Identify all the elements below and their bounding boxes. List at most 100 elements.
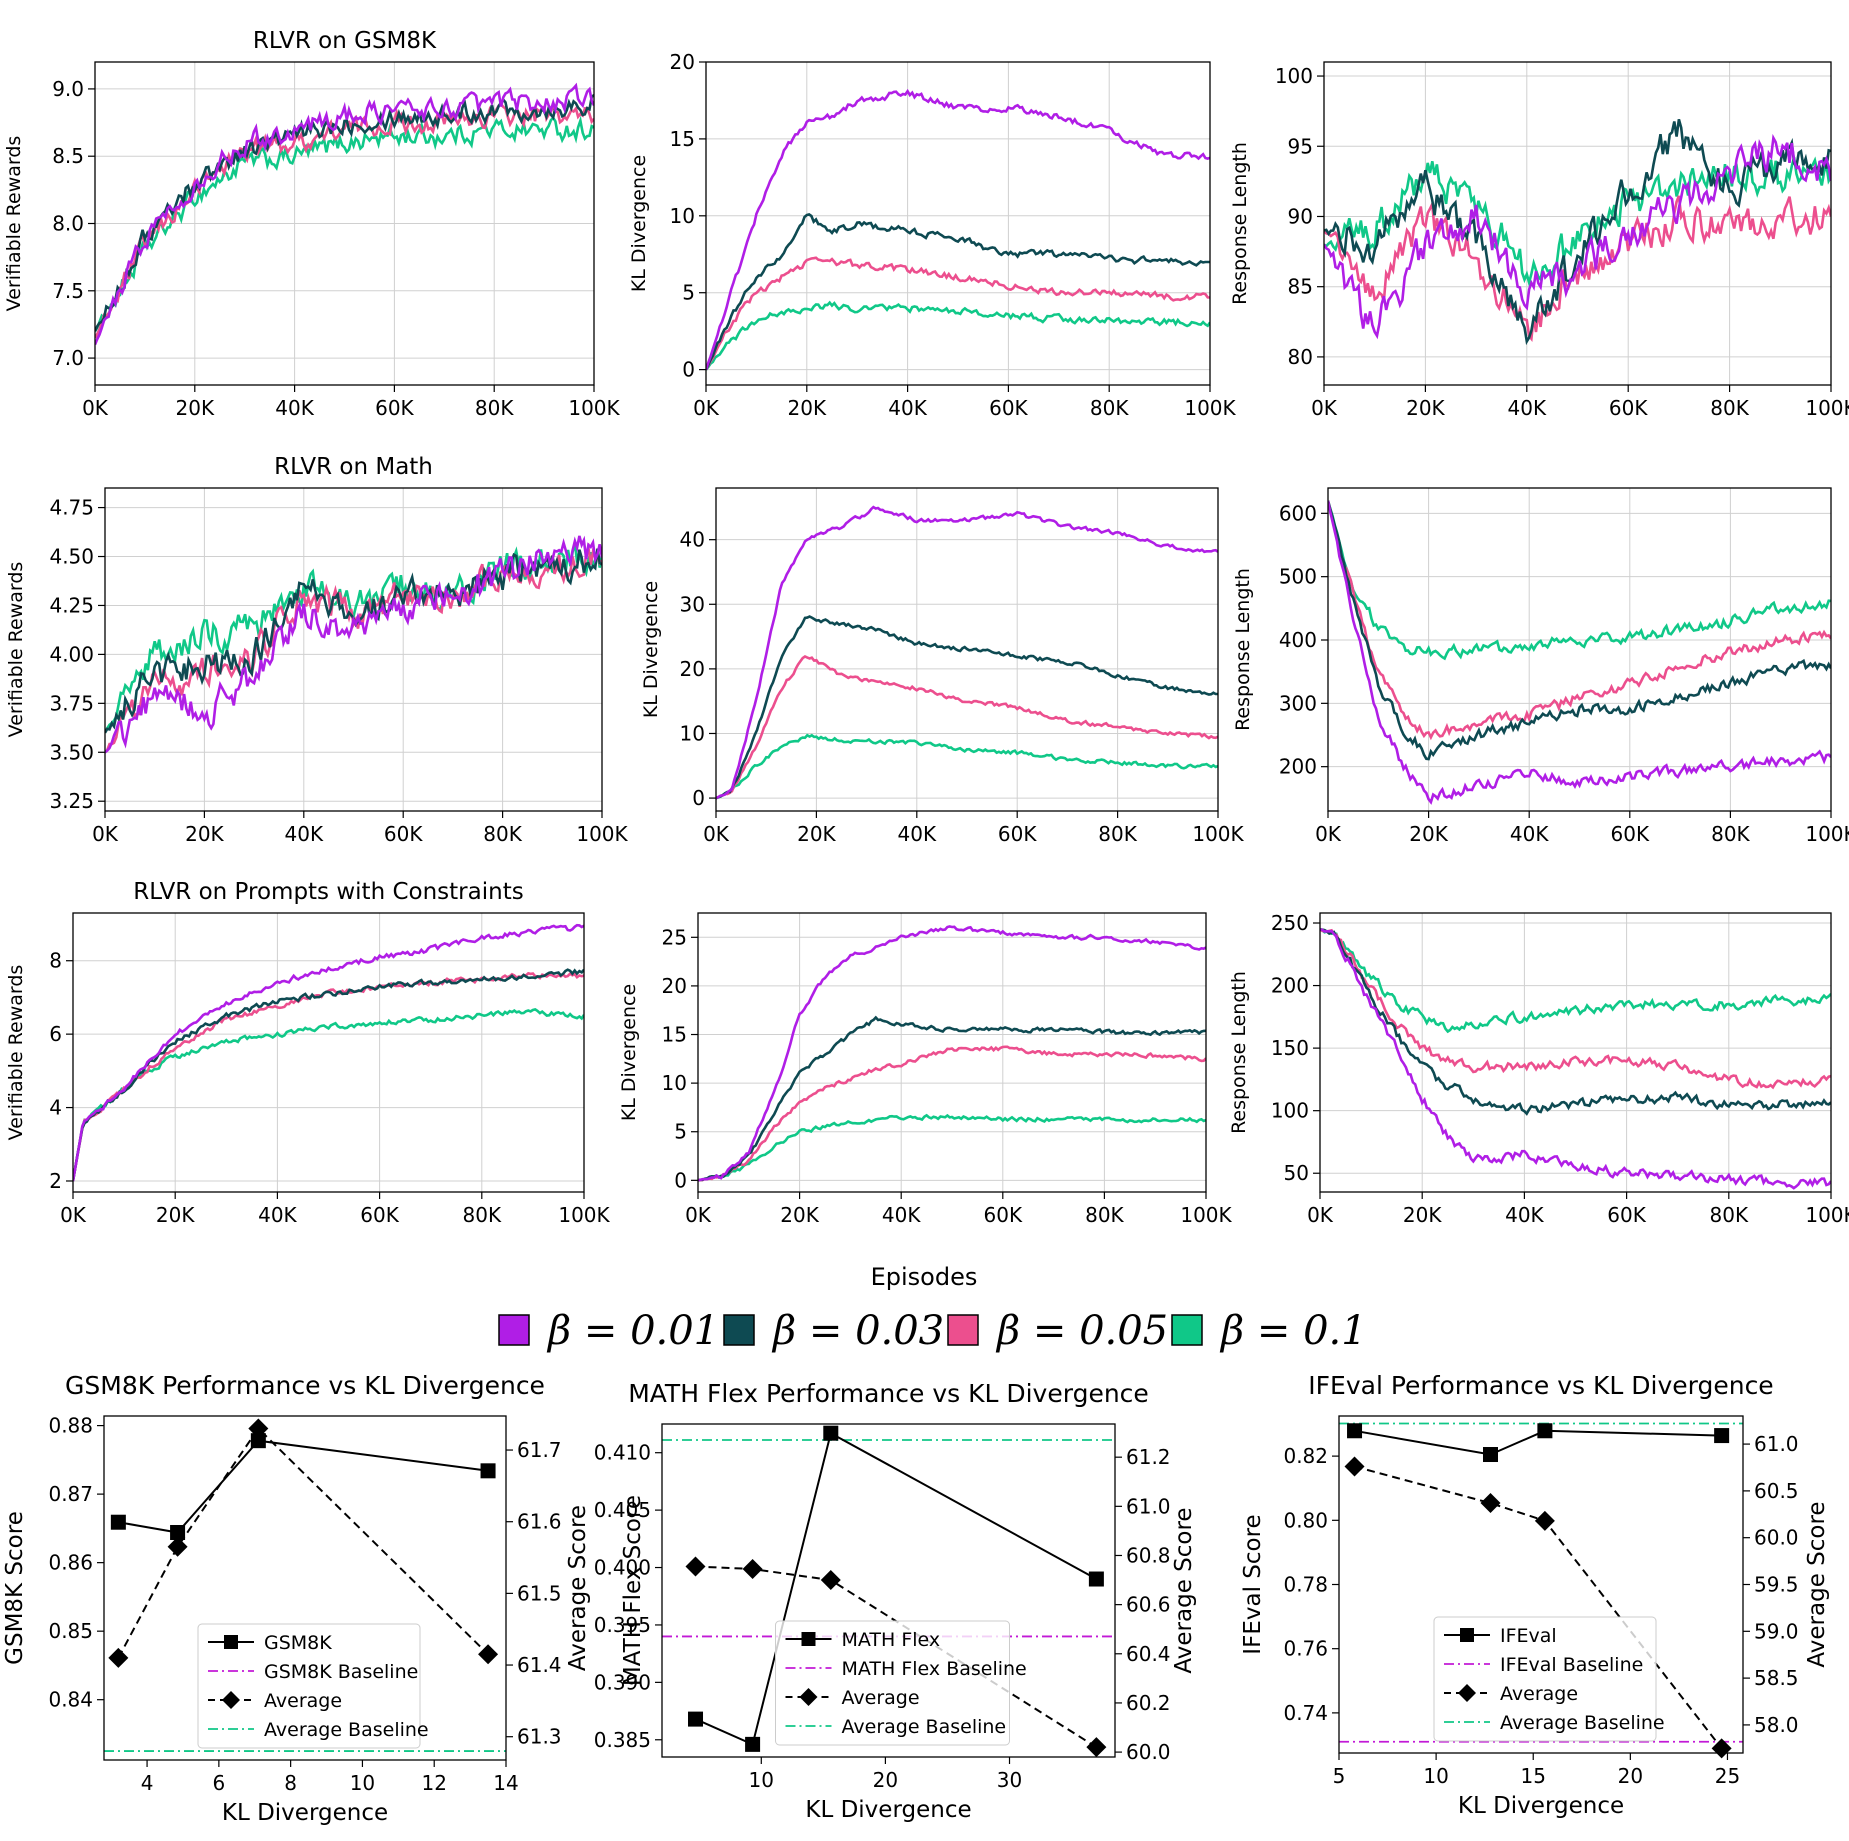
legend-marker <box>1458 1684 1476 1702</box>
y-tick-label: 0.385 <box>594 1728 651 1752</box>
legend-label: Average <box>264 1690 342 1712</box>
y-tick-label: 200 <box>1279 755 1317 779</box>
x-axis-label: KL Divergence <box>1458 1793 1624 1819</box>
y-tick-label: 8.0 <box>52 212 84 236</box>
beta-legend-swatch-0 <box>498 1314 530 1346</box>
square-marker <box>823 1425 839 1441</box>
y-tick-label: 7.0 <box>52 346 84 370</box>
beta-legend-label-1: β = 0.03 <box>771 1308 944 1354</box>
series-line-beta-3 <box>716 733 1218 800</box>
chart-panel-2: 0K 20K 40K 60K 80K 100K 80 85 90 95 100 Response Le… <box>1229 61 1849 420</box>
y-tick-label: 25 <box>662 925 687 949</box>
chart-panel-1: 0K 20K 40K 60K 80K 100K 0 5 10 15 20 KL Divergence <box>628 50 1237 420</box>
y-axis-label: MATH Flex Score <box>620 1495 646 1686</box>
y-tick-label: 0.400 <box>594 1556 651 1580</box>
x-tick-label: 20K <box>780 1203 819 1227</box>
x-tick-label: 0K <box>1311 396 1338 420</box>
x-tick-label: 20K <box>1406 396 1445 420</box>
x-tick-label: 60K <box>375 396 414 420</box>
legend-label: GSM8K Baseline <box>264 1661 418 1683</box>
chart-title: IFEval Performance vs KL Divergence <box>1308 1371 1773 1400</box>
y-right-tick-label: 58.0 <box>1754 1713 1799 1737</box>
series-line-beta-2 <box>716 655 1218 800</box>
y-tick-label: 15 <box>662 1023 687 1047</box>
legend-label: IFEval <box>1500 1625 1557 1647</box>
y-right-tick-label: 61.5 <box>517 1581 562 1605</box>
y-tick-label: 3.50 <box>49 740 94 764</box>
plot-frame <box>103 1415 507 1761</box>
x-tick-label: 60K <box>384 822 423 846</box>
y-tick-label: 10 <box>680 721 705 745</box>
y-right-tick-label: 60.0 <box>1754 1526 1799 1550</box>
x-tick-label: 0K <box>693 396 720 420</box>
y-tick-label: 0.80 <box>1283 1508 1328 1532</box>
square-marker <box>688 1711 704 1727</box>
plot-frame <box>661 1423 1116 1758</box>
x-tick-label: 10 <box>749 1768 774 1792</box>
y-tick-label: 100 <box>1271 1099 1309 1123</box>
x-tick-label: 40K <box>258 1203 297 1227</box>
beta-legend-label-2: β = 0.05 <box>995 1308 1168 1354</box>
x-tick-label: 0K <box>685 1203 712 1227</box>
x-tick-label: 20K <box>176 396 215 420</box>
square-marker <box>1088 1571 1104 1587</box>
series-line-beta-0 <box>105 535 602 754</box>
y-tick-label: 0.87 <box>48 1482 93 1506</box>
x-tick-label: 100K <box>1805 396 1849 420</box>
y-tick-label: 0.390 <box>594 1670 651 1694</box>
legend-label: IFEval Baseline <box>1500 1654 1643 1676</box>
series-line-beta-0 <box>706 88 1210 371</box>
y-axis-label: Response Length <box>1232 568 1254 731</box>
y-tick-label: 20 <box>662 974 687 998</box>
y-axis-label: Response Length <box>1229 142 1251 305</box>
y-axis-label: Verifiable Rewards <box>5 562 27 738</box>
y-right-tick-label: 61.7 <box>517 1438 562 1462</box>
y-right-tick-label: 61.4 <box>517 1653 562 1677</box>
legend-label: MATH Flex <box>842 1629 941 1651</box>
plot-frame <box>705 61 1211 386</box>
series-line-beta-1 <box>706 212 1210 371</box>
y-tick-label: 0.74 <box>1283 1701 1328 1725</box>
series-line-beta-1 <box>95 93 594 332</box>
y-tick-label: 500 <box>1279 565 1317 589</box>
chart-panel-7: 0K 20K 40K 60K 80K 100K 0 5 10 15 20 25 KL Divergenc… <box>618 912 1233 1227</box>
y-tick-label: 250 <box>1271 911 1309 935</box>
perf-series-line-1 <box>117 1426 489 1659</box>
x-tick-label: 8 <box>284 1771 297 1795</box>
y-tick-label: 200 <box>1271 974 1309 998</box>
square-marker <box>480 1463 496 1479</box>
y-tick-label: 0 <box>682 358 695 382</box>
chart-title: RLVR on Prompts with Constraints <box>133 879 523 905</box>
x-tick-label: 40K <box>275 396 314 420</box>
y-tick-label: 4.75 <box>49 496 94 520</box>
y-tick-label: 10 <box>670 204 695 228</box>
series-line-beta-3 <box>95 115 594 332</box>
x-tick-label: 60K <box>1607 1203 1646 1227</box>
diamond-marker <box>1480 1493 1501 1514</box>
x-tick-label: 0K <box>60 1203 87 1227</box>
y-axis-label: GSM8K Score <box>2 1511 28 1665</box>
y-axis-label: Verifiable Rewards <box>3 136 25 312</box>
y-tick-label: 0.76 <box>1283 1637 1328 1661</box>
series-line-beta-2 <box>1320 928 1831 1090</box>
x-tick-label: 10 <box>1423 1764 1448 1788</box>
series-line-beta-1 <box>1320 928 1831 1116</box>
x-tick-label: 60K <box>989 396 1028 420</box>
diamond-marker <box>478 1644 499 1665</box>
y-tick-label: 0.86 <box>48 1551 93 1575</box>
perf-series-line-0 <box>118 1439 489 1534</box>
y-tick-label: 20 <box>680 657 705 681</box>
plot-frame <box>697 912 1207 1193</box>
y-right-tick-label: 59.5 <box>1754 1573 1799 1597</box>
y-tick-label: 9.0 <box>52 77 84 101</box>
y-right-tick-label: 60.0 <box>1126 1740 1171 1764</box>
diamond-marker <box>108 1647 129 1668</box>
y-tick-label: 0.88 <box>48 1414 93 1438</box>
series-line-beta-3 <box>1320 928 1831 1034</box>
y-tick-label: 95 <box>1288 134 1313 158</box>
diamond-marker <box>248 1418 269 1439</box>
x-tick-label: 40K <box>1510 822 1549 846</box>
chart-panel-3: 0K 20K 40K 60K 80K 100K 3.25 3.50 3.75 4.00 4.25 4.… <box>5 454 629 846</box>
x-tick-label: 6 <box>212 1771 225 1795</box>
y-tick-label: 85 <box>1288 275 1313 299</box>
